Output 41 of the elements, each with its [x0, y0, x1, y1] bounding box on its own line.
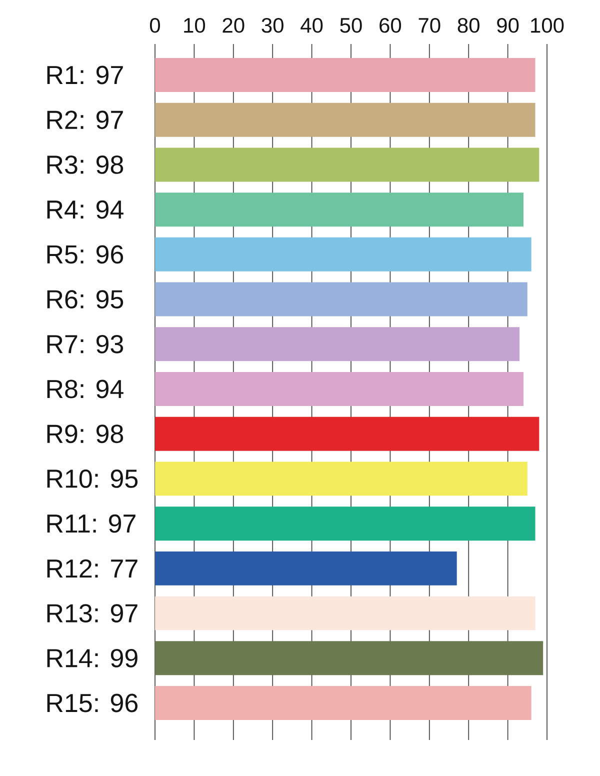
- y-tick-label: R15: 96: [47, 694, 138, 712]
- bar: [155, 372, 524, 406]
- y-tick-label: R14: 99: [47, 648, 138, 668]
- y-tick-label: R10: 95: [47, 470, 138, 488]
- y-tick-label: R1: 97: [47, 66, 123, 84]
- x-tick-label: 90: [497, 18, 519, 33]
- x-tick-label: 80: [458, 18, 480, 33]
- bar: [155, 148, 540, 182]
- bar: [155, 551, 457, 586]
- bar: [155, 237, 532, 272]
- y-tick-label: R7: 93: [47, 334, 124, 354]
- bar: [155, 282, 528, 316]
- x-tick-label: 50: [340, 18, 362, 33]
- y-tick-label: R3: 98: [47, 156, 124, 174]
- y-tick-label: R4: 94: [47, 200, 124, 219]
- bar: [155, 686, 532, 720]
- bar: [155, 596, 536, 630]
- x-tick-label: 30: [262, 18, 284, 33]
- y-tick-label: R6: 95: [47, 290, 124, 308]
- y-tick-label: R11: 97: [47, 514, 136, 533]
- y-tick-label: R12: 77: [47, 559, 138, 578]
- y-tick-label: R5: 96: [47, 245, 124, 264]
- y-tick-label: R13: 97: [47, 604, 138, 622]
- y-tick-label: R8: 94: [47, 380, 124, 398]
- bar: [155, 641, 544, 676]
- x-tick-label: 0: [150, 18, 160, 33]
- y-tick-label: R9: 98: [47, 424, 124, 444]
- x-tick-label: 20: [222, 18, 244, 33]
- bar: [155, 327, 520, 362]
- bar: [155, 58, 536, 92]
- bar: [155, 192, 524, 227]
- bar: [155, 416, 540, 451]
- y-tick-label: R2: 97: [47, 110, 123, 130]
- x-tick-label: 60: [380, 18, 402, 33]
- x-tick-label: 10: [184, 18, 206, 33]
- x-tick-label: 40: [300, 18, 323, 33]
- bar: [155, 506, 536, 541]
- bar: [155, 102, 536, 137]
- bar: [155, 462, 528, 496]
- x-tick-label: 100: [531, 18, 564, 33]
- x-tick-label: 70: [418, 18, 440, 33]
